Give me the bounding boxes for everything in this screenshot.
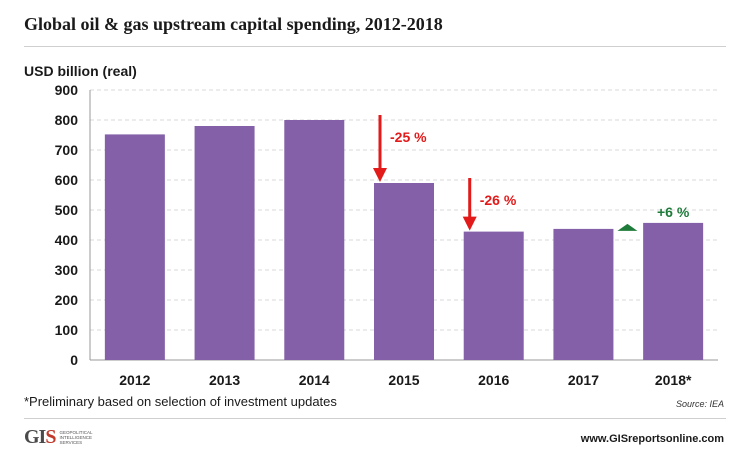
top-divider bbox=[24, 46, 726, 47]
logo-subtitle: GEOPOLITICAL INTELLIGENCE SERVICES bbox=[59, 430, 93, 445]
bottom-divider bbox=[24, 418, 726, 419]
chart-title: Global oil & gas upstream capital spendi… bbox=[24, 14, 443, 34]
x-tick-label: 2015 bbox=[388, 372, 419, 388]
y-tick-label: 400 bbox=[55, 232, 79, 248]
bar-2018 bbox=[643, 222, 704, 360]
change-label: -25 % bbox=[390, 129, 427, 145]
source-note: Source: IEA bbox=[675, 399, 724, 409]
decline-arrow-head bbox=[373, 168, 387, 182]
bar-2013 bbox=[194, 126, 255, 360]
y-tick-label: 800 bbox=[55, 112, 79, 128]
bar-2012 bbox=[104, 134, 165, 360]
logo-mark: GIS bbox=[24, 426, 56, 448]
y-tick-label: 500 bbox=[55, 202, 79, 218]
x-tick-label: 2017 bbox=[568, 372, 599, 388]
y-tick-label: 200 bbox=[55, 292, 79, 308]
bar-2017 bbox=[553, 228, 614, 360]
x-tick-label: 2016 bbox=[478, 372, 509, 388]
x-tick-label: 2014 bbox=[299, 372, 330, 388]
x-tick-label: 2012 bbox=[119, 372, 150, 388]
x-tick-label: 2018* bbox=[655, 372, 692, 388]
y-axis-label: USD billion (real) bbox=[24, 63, 137, 79]
y-tick-label: 600 bbox=[55, 172, 79, 188]
y-tick-label: 700 bbox=[55, 142, 79, 158]
bar-chart: 0 100 200 300 400 500 600 700 800 900 2012 2013 201… bbox=[55, 82, 718, 388]
gis-logo: GIS GEOPOLITICAL INTELLIGENCE SERVICES bbox=[24, 426, 92, 449]
bar-2014 bbox=[284, 120, 345, 360]
footnote: *Preliminary based on selection of inves… bbox=[24, 394, 337, 409]
y-tick-label: 300 bbox=[55, 262, 79, 278]
growth-arrow bbox=[617, 223, 638, 231]
change-label: +6 % bbox=[657, 204, 690, 220]
bar-2015 bbox=[374, 183, 434, 360]
y-tick-label: 100 bbox=[55, 322, 79, 338]
bar-2016 bbox=[463, 231, 524, 360]
x-tick-label: 2013 bbox=[209, 372, 240, 388]
website-url: www.GISreportsonline.com bbox=[580, 433, 724, 445]
change-label: -26 % bbox=[480, 192, 517, 208]
y-tick-label: 900 bbox=[55, 82, 79, 98]
decline-arrow-head bbox=[462, 216, 477, 231]
y-tick-label: 0 bbox=[70, 352, 78, 368]
